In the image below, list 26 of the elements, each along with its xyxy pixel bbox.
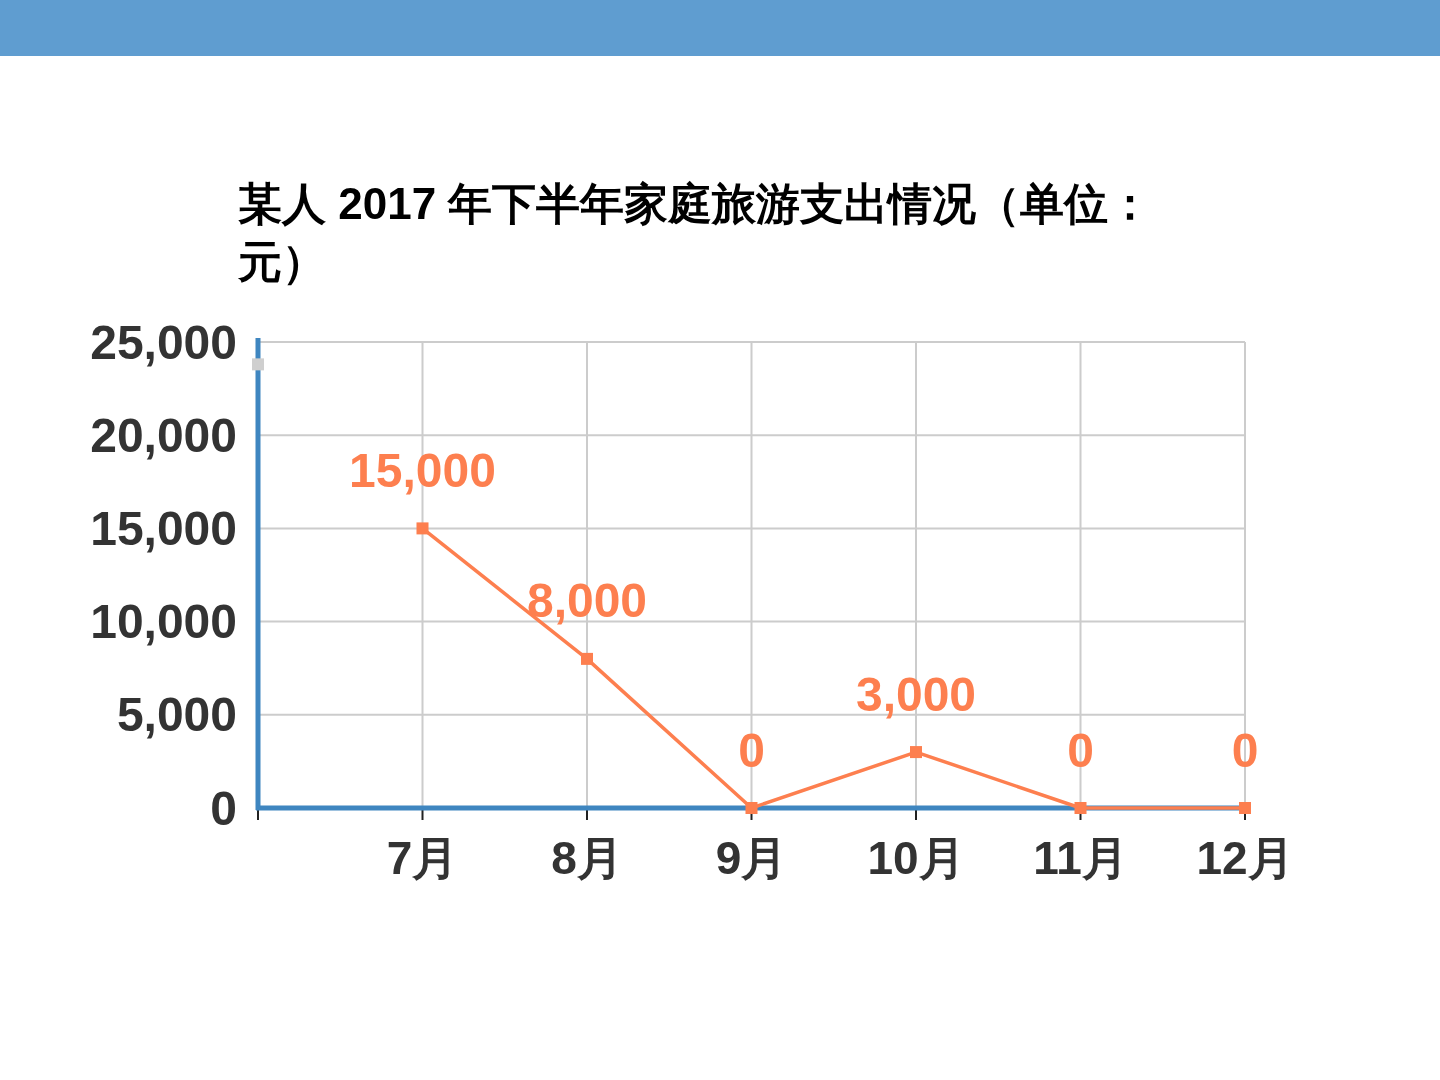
- point: [1074, 802, 1087, 814]
- y-tick-label: 5,000: [116, 688, 237, 742]
- data-label: 3,000: [855, 667, 977, 721]
- data-label: 0: [738, 723, 765, 777]
- point: [252, 358, 264, 371]
- x-tick-label: 10月: [867, 832, 965, 884]
- data-label: 0: [1231, 723, 1259, 777]
- x-tick-label: 12月: [1196, 832, 1294, 884]
- data-label: 15,000: [349, 443, 496, 497]
- x-tick-label: 8月: [551, 832, 623, 884]
- point: [745, 802, 758, 814]
- y-tick-label: 0: [210, 781, 237, 835]
- x-tick-label: 7月: [386, 832, 459, 884]
- y-tick-label: 10,000: [90, 595, 237, 649]
- y-tick-label: 20,000: [90, 408, 237, 462]
- data-label: 0: [1067, 723, 1094, 777]
- point: [910, 746, 922, 759]
- x-tick-label: 11月: [1033, 832, 1128, 884]
- point: [581, 652, 593, 665]
- chart-title: 某人 2017 年下半年家庭旅游支出情况（单位：元）: [238, 178, 1154, 288]
- x-tick-label: 9月: [715, 832, 788, 884]
- y-tick-label: 25,000: [90, 315, 237, 369]
- point: [416, 522, 429, 535]
- data-label: 8,000: [526, 574, 648, 628]
- y-tick-label: 15,000: [90, 501, 237, 555]
- point: [1239, 802, 1251, 814]
